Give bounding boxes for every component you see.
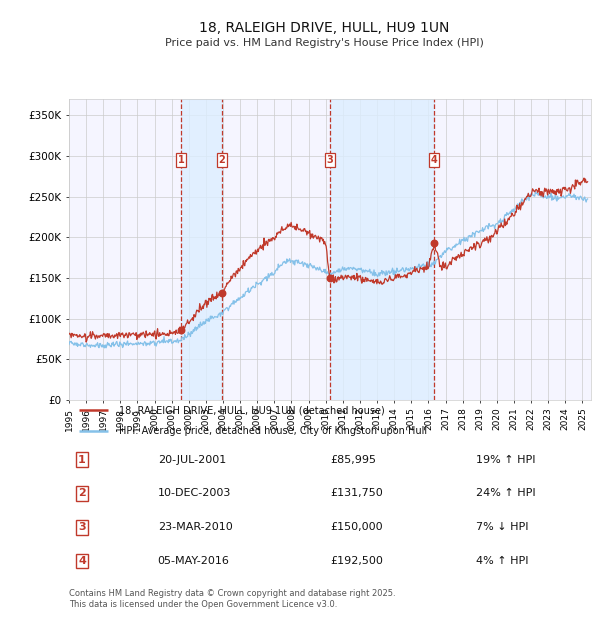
Text: 05-MAY-2016: 05-MAY-2016 [158, 556, 230, 566]
Point [176, 325, 186, 335]
Text: 2: 2 [78, 489, 86, 498]
Point [430, 239, 439, 249]
Text: 7% ↓ HPI: 7% ↓ HPI [476, 522, 529, 532]
Text: 3: 3 [326, 155, 333, 165]
Text: 20-JUL-2001: 20-JUL-2001 [158, 454, 226, 464]
Bar [329, 99, 434, 400]
Text: 23-MAR-2010: 23-MAR-2010 [158, 522, 232, 532]
Point [325, 273, 334, 283]
Text: £192,500: £192,500 [330, 556, 383, 566]
Text: £150,000: £150,000 [330, 522, 383, 532]
Text: 3: 3 [78, 522, 86, 532]
Text: 19% ↑ HPI: 19% ↑ HPI [476, 454, 536, 464]
Text: Price paid vs. HM Land Registry's House Price Index (HPI): Price paid vs. HM Land Registry's House … [164, 38, 484, 48]
Text: 4: 4 [431, 155, 437, 165]
Text: 4% ↑ HPI: 4% ↑ HPI [476, 556, 529, 566]
Text: Contains HM Land Registry data © Crown copyright and database right 2025.
This d: Contains HM Land Registry data © Crown c… [69, 588, 395, 609]
Text: 24% ↑ HPI: 24% ↑ HPI [476, 489, 536, 498]
Text: £131,750: £131,750 [330, 489, 383, 498]
Text: 2: 2 [218, 155, 226, 165]
Bar [181, 99, 222, 400]
Text: 10-DEC-2003: 10-DEC-2003 [158, 489, 231, 498]
Text: 1: 1 [78, 454, 86, 464]
Text: 1: 1 [178, 155, 184, 165]
Text: HPI: Average price, detached house, City of Kingston upon Hull: HPI: Average price, detached house, City… [119, 425, 427, 436]
Point [217, 288, 227, 298]
Text: 18, RALEIGH DRIVE, HULL, HU9 1UN (detached house): 18, RALEIGH DRIVE, HULL, HU9 1UN (detach… [119, 405, 385, 415]
Text: 18, RALEIGH DRIVE, HULL, HU9 1UN: 18, RALEIGH DRIVE, HULL, HU9 1UN [199, 21, 449, 35]
Text: 4: 4 [78, 556, 86, 566]
Text: £85,995: £85,995 [330, 454, 376, 464]
